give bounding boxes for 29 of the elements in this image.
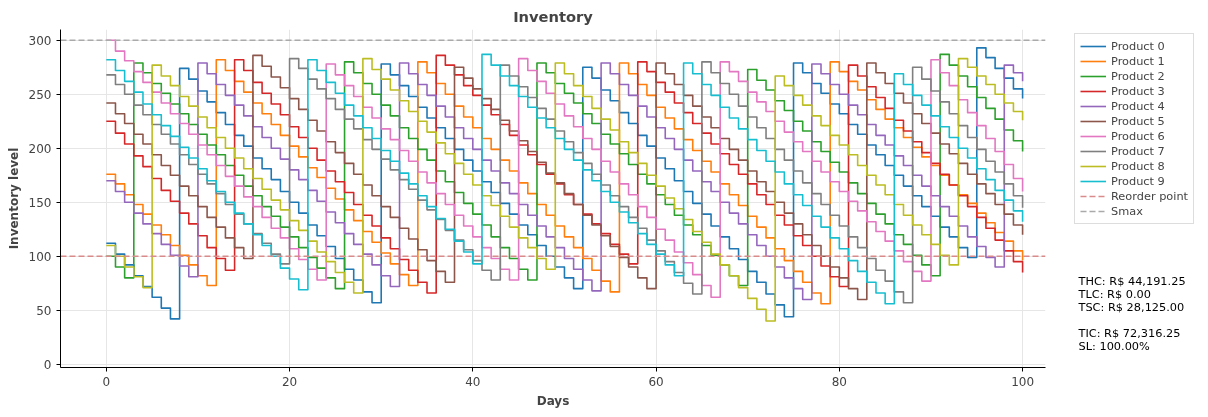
y-tick-label: 200 xyxy=(28,141,52,156)
legend-label: Product 0 xyxy=(1111,39,1165,53)
x-tick-label: 40 xyxy=(465,374,481,389)
y-tick-label: 150 xyxy=(28,195,52,210)
y-tick-label: 300 xyxy=(28,33,52,48)
legend-label: Product 2 xyxy=(1111,69,1165,83)
legend-label: Product 9 xyxy=(1111,174,1165,188)
text: THC: R$ 44,191.25 TLC: R$ 0.00 TSC: R$ 28,125.00 TIC: R$ 72,316.25 SL: 100.00% xyxy=(1077,273,1186,353)
x-axis-title: Days xyxy=(536,393,570,408)
legend-label: Reorder point xyxy=(1111,189,1189,203)
y-tick-label: 250 xyxy=(28,87,52,102)
legend-label: Smax xyxy=(1111,204,1143,218)
legend-label: Product 8 xyxy=(1111,159,1165,173)
legend-label: Product 4 xyxy=(1111,99,1165,113)
legend-label: Product 5 xyxy=(1111,114,1165,128)
legend-label: Product 7 xyxy=(1111,144,1165,158)
legend-label: Product 6 xyxy=(1111,129,1165,143)
x-tick-label: 60 xyxy=(648,374,664,389)
x-tick-label: 20 xyxy=(281,374,298,389)
y-axis-title: Inventory level xyxy=(6,147,21,250)
x-tick-label: 0 xyxy=(102,374,111,389)
x-tick-label: 100 xyxy=(1011,374,1035,389)
x-tick-label: 80 xyxy=(831,374,847,389)
legend-label: Product 1 xyxy=(1111,54,1165,68)
y-tick-label: 50 xyxy=(36,303,52,318)
y-tick-label: 0 xyxy=(43,357,52,372)
chart-title: Inventory xyxy=(513,7,594,25)
y-tick-label: 100 xyxy=(28,249,52,264)
legend-label: Product 3 xyxy=(1111,84,1165,98)
